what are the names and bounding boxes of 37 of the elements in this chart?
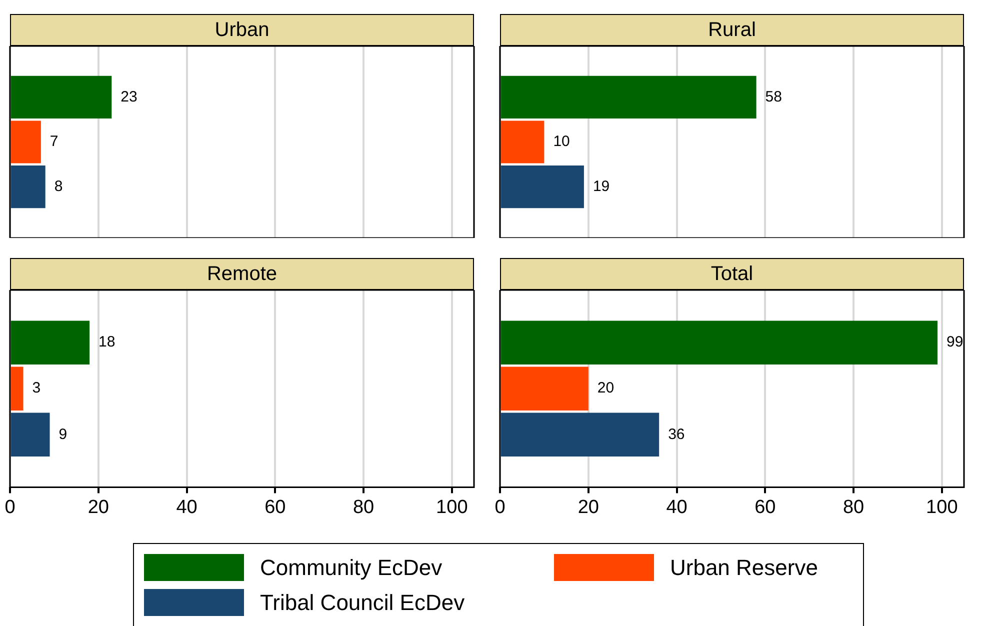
bar bbox=[11, 366, 24, 410]
data-label: 7 bbox=[50, 133, 58, 150]
data-label: 3 bbox=[32, 380, 41, 397]
x-tick-label: 0 bbox=[494, 496, 506, 518]
legend-label: Urban Reserve bbox=[670, 554, 818, 580]
x-tick-label: 80 bbox=[352, 496, 374, 518]
data-label: 9 bbox=[58, 426, 68, 443]
data-label: 10 bbox=[553, 133, 570, 150]
x-tick-label: 60 bbox=[264, 496, 286, 518]
x-tick-label: 20 bbox=[578, 496, 599, 518]
x-tick-label: 80 bbox=[842, 496, 864, 518]
x-tick-label: 60 bbox=[754, 496, 776, 518]
data-label: 19 bbox=[592, 178, 610, 195]
x-tick-label: 0 bbox=[4, 496, 16, 518]
data-label: 18 bbox=[98, 334, 116, 351]
data-label: 8 bbox=[54, 178, 63, 195]
bar bbox=[11, 412, 50, 456]
x-tick-label: 100 bbox=[926, 496, 958, 518]
bar bbox=[501, 320, 938, 364]
data-label: 99 bbox=[946, 334, 964, 351]
bar bbox=[11, 320, 90, 364]
x-tick-label: 20 bbox=[88, 496, 109, 518]
data-label: 23 bbox=[120, 88, 138, 106]
bar bbox=[501, 412, 660, 456]
chart-title: Urban bbox=[10, 14, 474, 46]
bar bbox=[501, 366, 588, 410]
chart-title: Rural bbox=[500, 14, 964, 46]
x-tick-label: 40 bbox=[176, 496, 198, 518]
legend-label: Tribal Council EcDev bbox=[260, 590, 465, 616]
x-tick-label: 40 bbox=[666, 496, 688, 518]
legend-label: Community EcDev bbox=[260, 554, 442, 580]
chart-title: Total bbox=[500, 258, 964, 290]
chart-title: Remote bbox=[10, 258, 474, 290]
data-label: 58 bbox=[765, 88, 782, 106]
x-tick-label: 100 bbox=[436, 496, 468, 518]
data-label: 20 bbox=[597, 380, 614, 397]
data-label: 36 bbox=[668, 426, 685, 443]
